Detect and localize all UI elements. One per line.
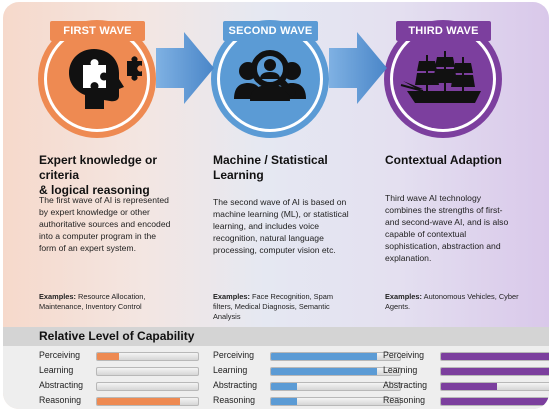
arrow-right-icon xyxy=(156,32,214,104)
capability-label-reasoning: Reasoning xyxy=(213,395,256,405)
first-wave-examples: Examples: Resource Allocation, Maintenan… xyxy=(39,292,199,312)
capability-label-abstracting: Abstracting xyxy=(213,380,258,390)
capability-label-abstracting: Abstracting xyxy=(383,380,428,390)
capability-label-learning: Learning xyxy=(213,365,248,375)
capability-bar-fill xyxy=(441,368,549,375)
third-wave-examples: Examples: Autonomous Vehicles, Cyber Age… xyxy=(385,292,545,312)
capability-title: Relative Level of Capability xyxy=(39,329,195,343)
capability-bar-learning xyxy=(96,367,199,376)
people-magnifier-icon xyxy=(234,50,306,101)
capability-bar-reasoning xyxy=(96,397,199,406)
capability-bar-abstracting xyxy=(440,382,549,391)
examples-text: Autonomous Vehicles, Cyber xyxy=(423,292,519,301)
capability-label-learning: Learning xyxy=(39,365,74,375)
first-wave-description: The first wave of AI is represented by e… xyxy=(39,194,199,254)
desc-line: The first wave of AI is represented xyxy=(39,195,169,205)
first-wave-heading: Expert knowledge or criteria & logical r… xyxy=(39,153,199,198)
capability-label-perceiving: Perceiving xyxy=(383,350,425,360)
desc-line: authoritative sources and encoded xyxy=(39,219,171,229)
desc-line: and second-wave AI, and is also xyxy=(385,217,509,227)
desc-line: Third wave AI technology xyxy=(385,193,482,203)
desc-line: processing, computer vision etc. xyxy=(213,245,336,255)
first-wave-label: FIRST WAVE xyxy=(50,21,145,41)
second-wave-examples: Examples: Face Recognition, Spam filters… xyxy=(213,292,373,322)
capability-bar-fill xyxy=(271,398,297,405)
capability-bar-fill xyxy=(97,398,180,405)
desc-line: recognition, natural language xyxy=(213,233,324,243)
desc-line: combines the strengths of first- xyxy=(385,205,503,215)
second-wave-label: SECOND WAVE xyxy=(223,21,318,41)
desc-line: form of an expert system. xyxy=(39,243,136,253)
heading-line: Expert knowledge or criteria xyxy=(39,153,158,182)
third-wave-description: Third wave AI technology combines the st… xyxy=(385,192,545,264)
desc-line: learning, and includes voice xyxy=(213,221,320,231)
examples-text: Agents. xyxy=(385,302,411,311)
capability-label-abstracting: Abstracting xyxy=(39,380,84,390)
examples-label: Examples: xyxy=(39,292,76,301)
examples-line: Examples: Resource Allocation, xyxy=(39,292,199,302)
desc-line: capable of contextual xyxy=(385,229,467,239)
capability-bar-fill xyxy=(441,353,549,360)
capability-bar-perceiving xyxy=(440,352,549,361)
third-wave-label: THIRD WAVE xyxy=(396,21,491,41)
examples-text: Resource Allocation, xyxy=(78,292,146,301)
capability-label-perceiving: Perceiving xyxy=(213,350,255,360)
examples-label: Examples: xyxy=(385,292,422,301)
capability-label-perceiving: Perceiving xyxy=(39,350,81,360)
desc-line: machine learning (ML), or statistical xyxy=(213,209,349,219)
capability-label-learning: Learning xyxy=(383,365,418,375)
heading-line: & logical reasoning xyxy=(39,183,150,197)
examples-text: Face Recognition, Spam xyxy=(252,292,333,301)
ai-waves-infographic: FIRST WAVE SECOND WAVE THIRD WAVE Expert… xyxy=(3,2,549,409)
capability-bar-fill xyxy=(271,368,377,375)
desc-line: into a computer program in the xyxy=(39,231,157,241)
examples-label: Examples: xyxy=(213,292,250,301)
arrow-right-icon xyxy=(329,32,387,104)
capability-bar-learning xyxy=(440,367,549,376)
desc-line: The second wave of AI is based on xyxy=(213,197,347,207)
examples-text: Maintenance, Inventory Control xyxy=(39,302,142,311)
capability-bar-abstracting xyxy=(96,382,199,391)
heading-line: Learning xyxy=(213,168,264,182)
heading-line: Contextual Adaption xyxy=(385,153,502,167)
capability-bar-fill xyxy=(441,383,497,390)
capability-bar-fill xyxy=(271,353,377,360)
capability-bar-learning xyxy=(270,367,401,376)
capability-label-reasoning: Reasoning xyxy=(39,395,82,405)
second-wave-heading: Machine / Statistical Learning xyxy=(213,153,373,183)
desc-line: sophistication, abstraction and xyxy=(385,241,501,251)
head-puzzle-icon xyxy=(69,49,142,109)
heading-line: Machine / Statistical xyxy=(213,153,328,167)
desc-line: by expert knowledge or other xyxy=(39,207,150,217)
examples-text: filters, Medical Diagnosis, Semantic xyxy=(213,302,330,311)
third-wave-heading: Contextual Adaption xyxy=(385,153,545,168)
capability-bar-fill xyxy=(271,383,297,390)
capability-bar-abstracting xyxy=(270,382,401,391)
capability-bar-reasoning xyxy=(440,397,549,406)
second-wave-description: The second wave of AI is based on machin… xyxy=(213,196,375,256)
examples-line: Examples: Face Recognition, Spam xyxy=(213,292,373,302)
capability-bar-perceiving xyxy=(270,352,401,361)
capability-bar-fill xyxy=(97,353,120,360)
capability-header-bar xyxy=(3,327,549,346)
sailing-ship-icon xyxy=(400,51,481,103)
examples-text: Analysis xyxy=(213,312,241,321)
examples-line: Examples: Autonomous Vehicles, Cyber xyxy=(385,292,545,302)
desc-line: explanation. xyxy=(385,253,432,263)
capability-bar-reasoning xyxy=(270,397,401,406)
capability-bar-fill xyxy=(441,398,549,405)
capability-bar-perceiving xyxy=(96,352,199,361)
capability-label-reasoning: Reasoning xyxy=(383,395,426,405)
